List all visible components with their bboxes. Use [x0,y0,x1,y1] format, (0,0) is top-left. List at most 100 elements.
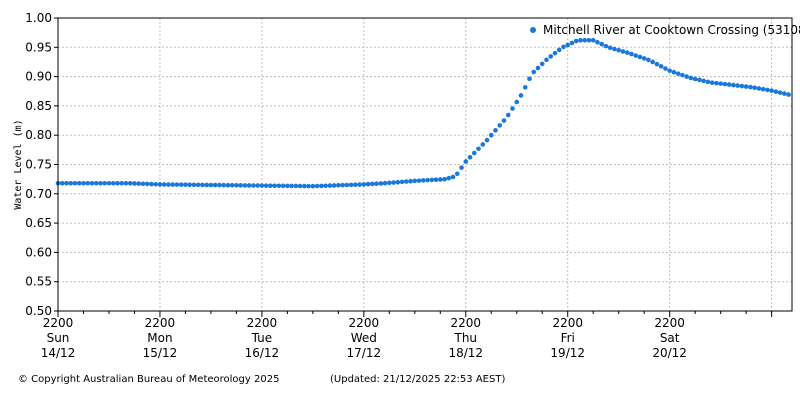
x-tick-label: 18/12 [448,346,483,360]
x-axis-ticks: 2200Sun14/122200Mon15/122200Tue16/122200… [41,311,773,360]
data-point [391,180,396,185]
data-point [646,57,651,63]
data-point [251,183,256,188]
data-point [217,182,222,188]
data-point [637,54,643,60]
data-point [149,181,154,187]
data-point [242,183,248,188]
data-point [680,72,685,78]
data-point [726,82,732,87]
data-point [535,65,541,71]
data-point [539,61,545,67]
data-point [586,37,592,43]
data-point [374,181,379,186]
data-point [620,49,626,54]
y-tick-label: 1.00 [25,11,52,25]
data-point [285,183,290,189]
data-point [531,69,537,75]
data-point [752,85,757,91]
x-tick-label: Wed [351,331,377,345]
data-point [599,41,605,47]
data-point [450,174,456,180]
y-tick-label: 0.85 [25,99,52,113]
data-point [200,182,205,188]
data-point [777,90,783,95]
data-point [365,181,371,187]
data-point [93,180,99,186]
data-point [353,182,358,188]
data-point [421,178,426,183]
x-tick-label: 2200 [654,316,685,330]
data-point [505,112,511,118]
data-point [578,37,583,43]
x-tick-label: 2200 [145,316,176,330]
data-point [705,79,711,85]
data-point [81,180,86,186]
data-point [76,180,82,186]
data-point [229,182,235,188]
x-tick-label: 19/12 [550,346,585,360]
data-point [336,183,341,188]
x-tick-label: 2200 [43,316,74,330]
legend: Mitchell River at Cooktown Crossing (531… [530,23,800,37]
data-point [110,180,116,186]
data-point [735,83,740,88]
data-point [208,182,214,188]
data-point [488,132,494,138]
data-point [484,137,490,143]
data-point [387,180,392,186]
data-point [195,182,201,188]
legend-marker [530,27,536,33]
data-point [527,76,532,82]
data-point [416,178,422,183]
data-point [629,51,634,57]
data-point [675,71,681,76]
data-point [395,179,401,185]
data-point [552,50,558,56]
data-point [493,128,498,133]
y-axis-ticks: 0.50 0.55 0.60 0.65 0.70 0.75 0.80 0.85 0.90 0.95… [25,11,58,318]
data-point [501,118,507,123]
data-point [590,37,596,43]
data-point [378,181,384,186]
data-point [561,44,566,50]
x-tick-label: Sat [660,331,680,345]
data-point [170,182,175,187]
data-point [370,181,375,187]
data-point [246,183,252,188]
data-point [582,37,588,43]
data-point [140,181,146,187]
x-tick-label: 15/12 [143,346,178,360]
data-point [191,182,197,188]
data-point [433,177,439,182]
data-point [471,150,477,156]
data-point [106,180,112,186]
x-tick-label: Mon [147,331,172,345]
data-point [327,183,333,188]
y-tick-label: 0.95 [25,40,52,54]
data-point [238,183,243,188]
data-point [136,181,142,186]
data-point [89,180,95,186]
y-axis-label: Water Level (m) [13,119,24,209]
data-point [714,80,719,86]
data-point [544,57,549,63]
data-point [765,87,770,93]
copyright-text: © Copyright Australian Bureau of Meteoro… [18,374,280,385]
data-point [480,142,486,147]
data-point [518,93,524,98]
data-point [607,45,613,51]
data-point [408,178,413,184]
data-point [178,182,184,187]
data-point [756,86,762,91]
data-point [344,182,350,188]
x-tick-label: 2200 [552,316,583,330]
data-point [153,181,158,187]
data-point [556,47,562,53]
data-point [183,182,188,188]
data-point [565,42,571,48]
series-points [55,37,791,189]
data-point [760,86,766,92]
y-tick-label: 0.75 [25,158,52,172]
data-point [667,68,672,74]
